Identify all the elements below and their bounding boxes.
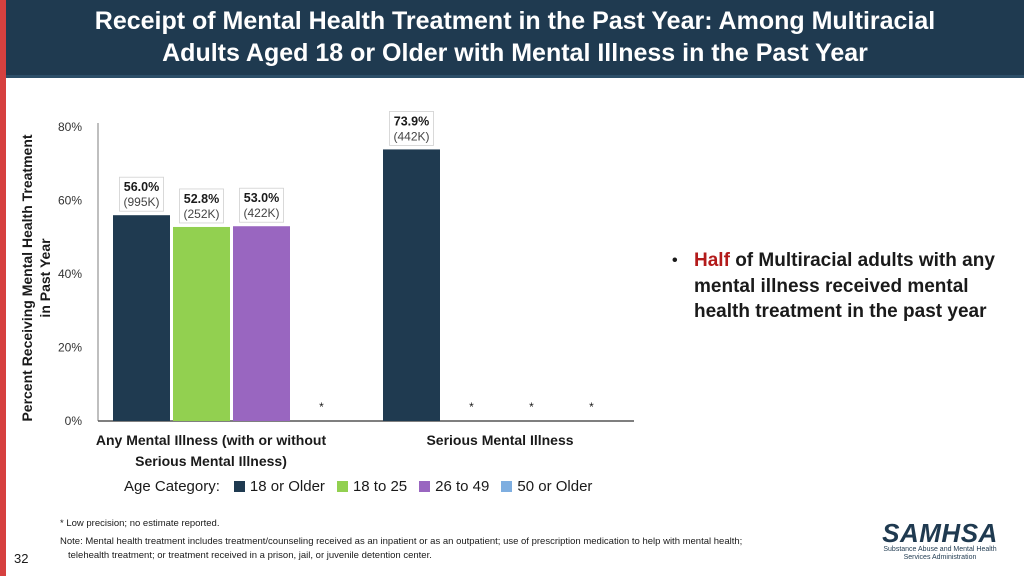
bar-count-label: (252K) [183, 207, 219, 221]
legend-item-18-or-older: 18 or Older [233, 477, 325, 495]
key-finding-bullet: • Half of Multiracial adults with any me… [672, 248, 1002, 325]
legend-swatch [419, 480, 431, 492]
note-line-1: Note: Mental health treatment includes t… [60, 536, 743, 547]
y-tick-label: 40% [58, 267, 82, 281]
logo-tagline-1: Substance Abuse and Mental Health [883, 546, 997, 553]
suppressed-marker: * [589, 400, 594, 414]
data-label-box [239, 187, 284, 223]
y-axis-title-line1: Percent Receiving Mental Health Treatmen… [19, 134, 35, 421]
data-label-box [389, 111, 434, 146]
page-number: 32 [14, 551, 29, 566]
bar-count-label: (442K) [393, 129, 429, 143]
legend: Age Category: 18 or Older 18 to 25 26 to… [124, 476, 604, 496]
logo-wordmark: SAMHSA [882, 518, 998, 548]
left-accent-rule [0, 0, 6, 576]
logo-tagline-2: Services Administration [903, 554, 977, 562]
bar-chart: 0% 20% 40% 60% 80% 56.0%(995K) 52.8%(252K) 53.0… [58, 111, 634, 469]
data-label-box [179, 188, 224, 224]
legend-swatch [501, 480, 513, 492]
title-bar: Receipt of Mental Health Treatment in th… [6, 0, 1024, 78]
bar [113, 215, 170, 421]
slide-title: Receipt of Mental Health Treatment in th… [94, 7, 936, 67]
bar-value-label: 56.0% [124, 180, 159, 194]
bar [383, 149, 440, 422]
suppressed-marker: * [319, 400, 324, 414]
suppressed-marker: * [469, 400, 474, 414]
legend-item-50-or-older: 50 or Older [501, 478, 592, 495]
y-tick-label: 80% [58, 120, 82, 134]
footnote: * Low precision; no estimate reported. [60, 518, 220, 529]
legend-label: 26 to 49 [435, 477, 490, 495]
legend-label: 18 to 25 [352, 477, 408, 495]
legend-item-18-to-25: 18 to 25 [336, 477, 408, 495]
bar-value-label: 53.0% [244, 191, 279, 205]
category-label-line2: Serious Mental Illness) [135, 453, 287, 469]
samhsa-logo: SAMHSA Substance Abuse and Mental Health… [880, 520, 1000, 570]
legend-swatch [233, 480, 245, 492]
bar-count-label: (422K) [243, 206, 279, 220]
y-tick-label: 20% [58, 341, 82, 355]
y-tick-label: 60% [58, 194, 82, 208]
category-label-line1: Any Mental Illness (with or without [96, 432, 327, 448]
methodology-note: Note: Mental health treatment includes t… [60, 535, 860, 563]
category-label-line1: Serious Mental Illness [426, 432, 573, 448]
bullet-dot-icon: • [672, 252, 678, 269]
bar-count-label: (995K) [123, 195, 159, 209]
key-finding-rest: of Multiracial adults with any mental il… [694, 250, 995, 323]
legend-swatch [336, 480, 348, 492]
bar-value-label: 52.8% [184, 192, 219, 206]
chart-area: 0% 20% 40% 60% 80% 56.0% (995K) 52.8% (252K) 53.0… [10, 100, 650, 500]
y-tick-label: 0% [65, 414, 83, 428]
legend-item-26-to-49: 26 to 49 [419, 478, 489, 495]
legend-label: 18 or Older [249, 477, 325, 495]
bar [173, 226, 230, 421]
legend-title: Age Category: [124, 477, 220, 495]
key-finding-highlight: Half [694, 250, 730, 271]
y-axis-title: Percent Receiving Mental Health Treatmen… [19, 134, 53, 421]
bar [233, 226, 290, 421]
note-line-2: telehealth treatment; or treatment recei… [68, 549, 432, 561]
suppressed-marker: * [529, 400, 534, 414]
y-axis-title-line2: in Past Year [37, 238, 53, 318]
data-label-box [119, 176, 164, 212]
bar-value-label: 73.9% [394, 114, 429, 128]
key-finding-text: Half of Multiracial adults with any ment… [694, 248, 1002, 325]
legend-label: 50 or Older [517, 477, 593, 495]
